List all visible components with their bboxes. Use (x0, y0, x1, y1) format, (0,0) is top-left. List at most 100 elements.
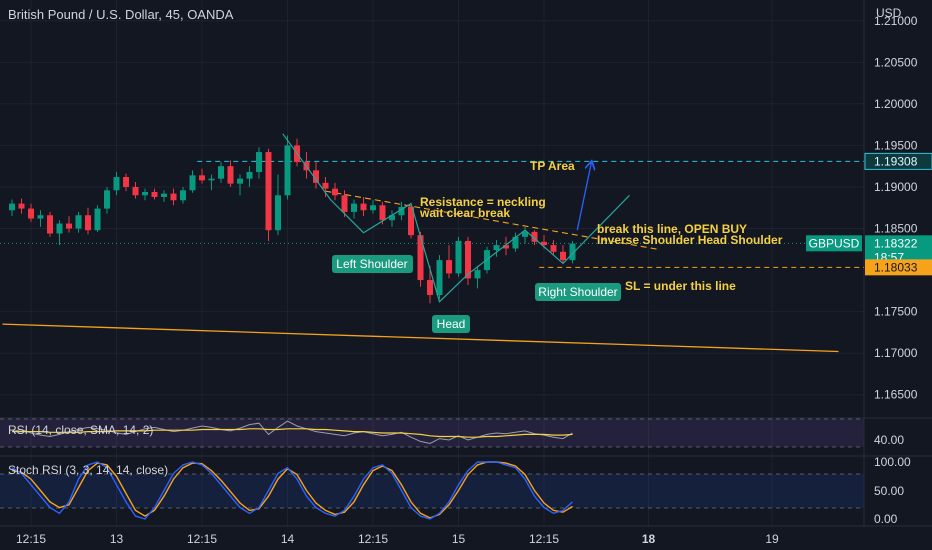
candle (180, 186, 186, 204)
price-tick: 1.17000 (874, 346, 918, 360)
stoch-tick: 50.00 (874, 484, 904, 498)
candle (569, 240, 576, 264)
candle (37, 210, 44, 227)
candle (170, 188, 177, 206)
candle (351, 199, 357, 219)
stoch-tick: 100.00 (874, 455, 911, 469)
time-axis[interactable]: 12:15 13 12:15 14 12:15 15 12:15 18 19 (16, 532, 779, 546)
candle (313, 162, 319, 189)
price-axis[interactable]: USD 1.21000 1.20500 1.20000 1.19500 1.19000 1… (806, 6, 932, 402)
long-trend-line[interactable] (2, 323, 839, 353)
candle (18, 198, 25, 214)
time-tick: 12:15 (16, 532, 46, 546)
chart-title[interactable]: British Pound / U.S. Dollar, 45, OANDA (8, 7, 234, 22)
tp-price-badge[interactable]: 1.19308 (864, 152, 932, 170)
candle (113, 172, 120, 196)
candle (265, 148, 272, 241)
time-tick: 12:15 (529, 532, 559, 546)
stoch-lines (11, 461, 573, 520)
candle (446, 245, 452, 279)
candle (522, 226, 528, 244)
candle (85, 207, 91, 235)
label-right-shoulder[interactable]: Right Shoulder (535, 283, 621, 301)
candle (474, 265, 481, 289)
annotation-sl[interactable]: SL = under this line (625, 279, 736, 293)
drawings[interactable] (282, 133, 630, 303)
time-tick: 19 (765, 532, 779, 546)
stoch-k-line (11, 461, 573, 520)
trend-lines[interactable] (2, 190, 839, 353)
time-tick: 12:15 (187, 532, 217, 546)
candle (237, 174, 243, 196)
candle (275, 174, 281, 236)
candle (284, 135, 291, 200)
candle (9, 199, 15, 217)
candle (360, 196, 367, 217)
candle (370, 200, 376, 214)
price-tick: 1.20000 (874, 97, 918, 111)
candle (436, 255, 443, 300)
label-left-shoulder[interactable]: Left Shoulder (332, 255, 413, 273)
price-tick: 1.21000 (874, 14, 918, 28)
currency-label: USD (876, 6, 902, 20)
candle (66, 216, 72, 233)
candle (56, 220, 63, 246)
candle (512, 232, 519, 252)
candle (389, 210, 395, 227)
neckline[interactable] (325, 190, 659, 250)
price-levels (0, 160, 864, 268)
annotation-resistance[interactable]: Resistance = neckling (420, 195, 546, 209)
candle (303, 152, 310, 179)
candle (256, 147, 262, 179)
sl-price-badge[interactable]: 1.18033 (865, 259, 932, 276)
buy-arrow[interactable] (576, 162, 591, 231)
price-tick: 1.16500 (874, 388, 918, 402)
rsi-tick: 40.00 (874, 433, 904, 447)
stoch-panel (0, 473, 864, 509)
time-tick: 15 (452, 532, 466, 546)
annotation-pattern-name[interactable]: Inverse Shoulder Head Shoulder (597, 233, 783, 247)
candle (75, 211, 82, 233)
candle (227, 160, 234, 187)
last-price-value: 1.18322 (874, 236, 918, 250)
price-tick: 1.19000 (874, 180, 918, 194)
candle (550, 240, 557, 256)
stoch-legend[interactable]: Stoch RSI (3, 3, 14, 14, close) (8, 463, 168, 477)
candle (427, 265, 433, 304)
stoch-d-line (11, 461, 573, 519)
annotation-open-buy[interactable]: break this line, OPEN BUY (597, 222, 747, 236)
candle (218, 162, 224, 183)
candle (417, 231, 424, 287)
candle (465, 236, 471, 286)
rsi-legend[interactable]: RSI (14, close, SMA, 14, 2) (8, 423, 153, 437)
candle (560, 245, 566, 264)
svg-text:Head: Head (437, 317, 466, 331)
label-head[interactable]: Head (432, 315, 470, 333)
candles (9, 135, 576, 304)
pattern-path[interactable] (282, 133, 630, 303)
price-tick: 1.20500 (874, 55, 918, 69)
candle (332, 182, 338, 201)
candle (398, 201, 405, 221)
price-tick: 1.18500 (874, 222, 918, 236)
stoch-tick: 0.00 (874, 512, 898, 526)
stoch-axis: 100.00 50.00 0.00 (874, 455, 911, 526)
candle (341, 190, 348, 217)
last-price-symbol: GBPUSD (809, 236, 860, 250)
candle (142, 188, 148, 201)
candle (493, 240, 500, 257)
candle (208, 174, 215, 191)
annotation-tp-area[interactable]: TP Area (530, 159, 575, 173)
rsi-axis: 40.00 (874, 433, 904, 447)
svg-text:Right Shoulder: Right Shoulder (538, 285, 617, 299)
candle (104, 186, 110, 214)
time-tick: 18 (642, 532, 656, 546)
candle (28, 203, 34, 222)
time-tick: 14 (281, 532, 295, 546)
candle (161, 190, 167, 202)
candle (455, 236, 462, 277)
annotation-wait-break[interactable]: wait clear break (419, 206, 510, 220)
annotations[interactable]: TP Area Resistance = neckling wait clear… (332, 159, 783, 333)
svg-text:Left Shoulder: Left Shoulder (336, 257, 407, 271)
